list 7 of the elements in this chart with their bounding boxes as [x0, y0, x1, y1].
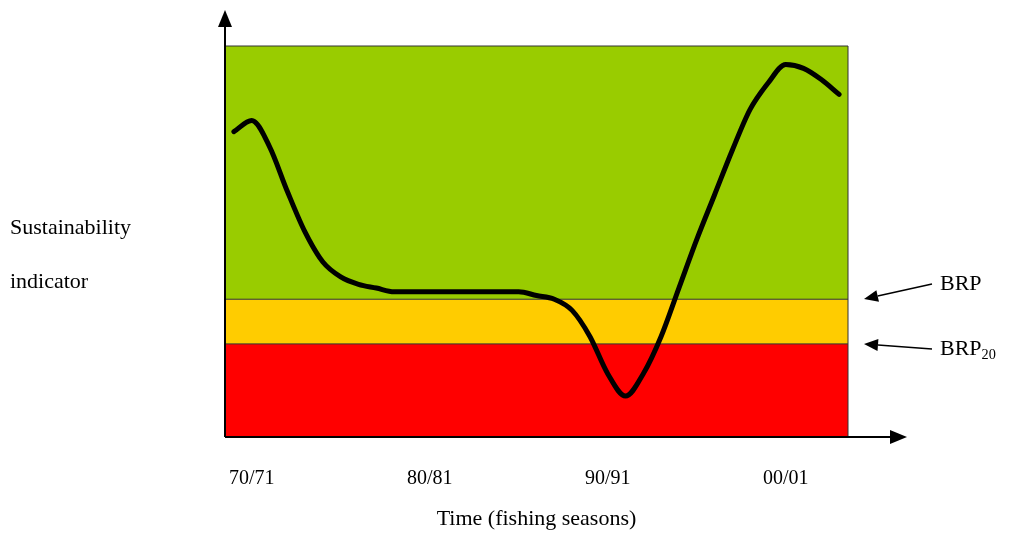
- x-tick-label: 70/71: [228, 466, 275, 489]
- x-tick-label: 80/81: [406, 466, 453, 489]
- text: BRP: [940, 270, 982, 295]
- text: Sustainability indicator: [10, 214, 131, 293]
- x-tick-label: 00/01: [762, 466, 809, 489]
- x-tick-label: 90/91: [584, 466, 631, 489]
- x-axis-title: Time (fishing seasons): [435, 505, 638, 531]
